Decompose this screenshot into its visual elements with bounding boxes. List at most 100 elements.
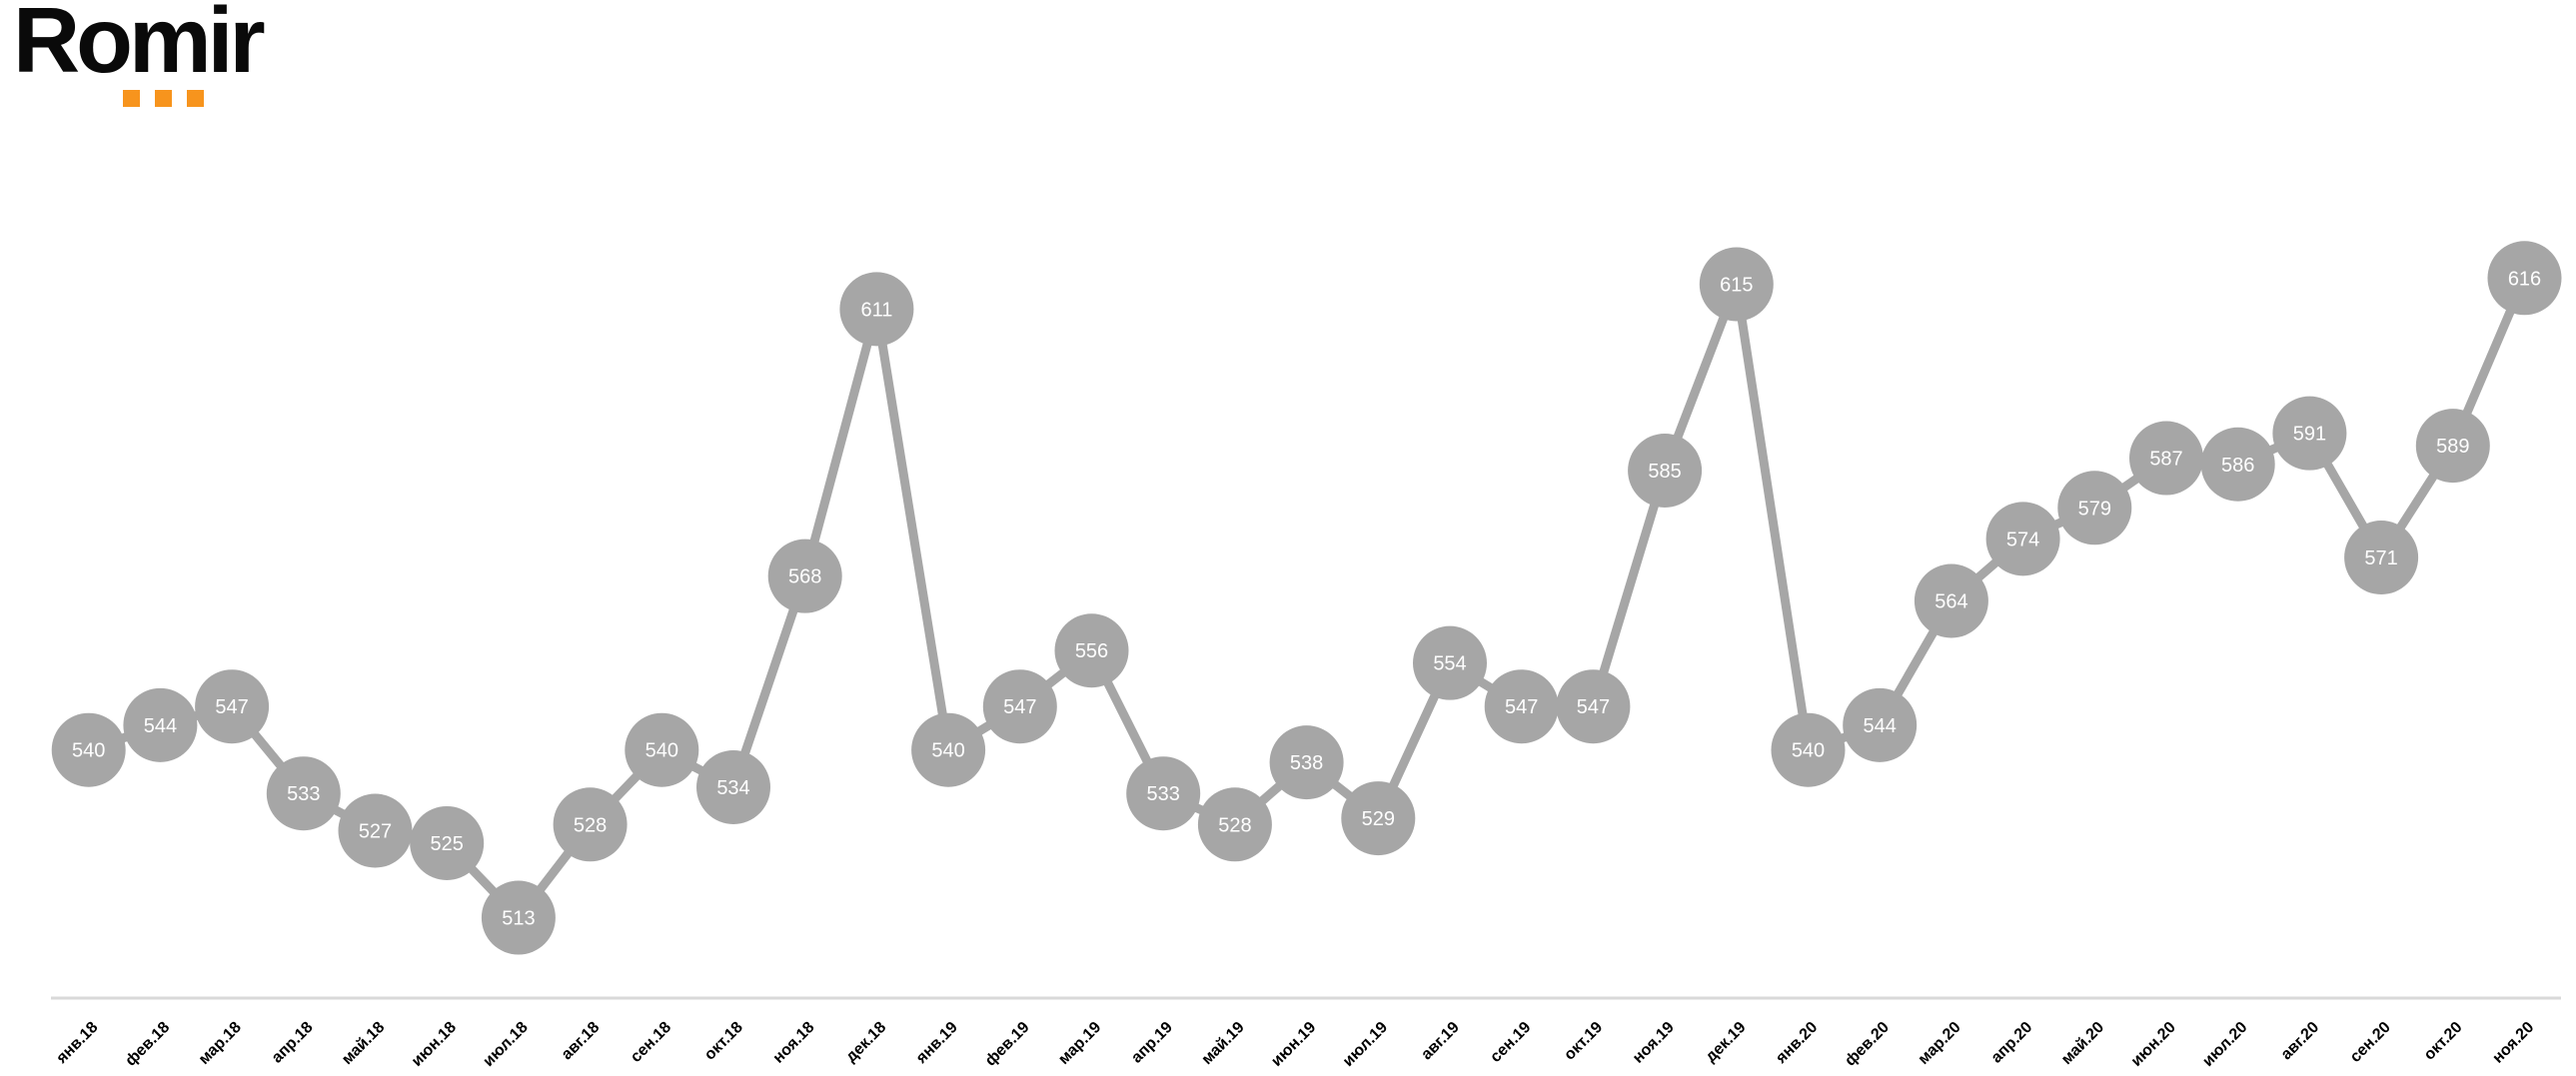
data-point-marker: [982, 669, 1057, 744]
data-point-value-label: 540: [72, 740, 105, 762]
x-axis-label: окт.20: [2421, 1019, 2466, 1064]
data-point-marker: [767, 538, 842, 613]
data-point-marker: [696, 749, 770, 824]
data-point-marker: [553, 787, 628, 862]
data-point-value-label: 571: [2364, 547, 2397, 569]
data-point-value-label: 547: [1577, 696, 1610, 718]
romir-logo-text: Romir: [13, 0, 266, 92]
x-axis-label: авг.19: [1418, 1019, 1463, 1064]
data-point-value-label: 533: [287, 783, 320, 805]
data-point-marker: [1341, 781, 1416, 856]
data-point-marker: [1269, 725, 1344, 800]
x-axis-label: янв.19: [912, 1019, 961, 1068]
x-axis-label: мар.20: [1916, 1019, 1964, 1068]
logo-dot-icon: [155, 90, 172, 107]
x-axis-label: мар.18: [196, 1019, 245, 1068]
data-point-marker: [625, 712, 699, 787]
data-point-value-label: 544: [1864, 715, 1897, 737]
x-axis-label: июн.19: [1268, 1019, 1319, 1070]
data-point-value-label: 616: [2508, 268, 2541, 290]
data-point-value-label: 534: [716, 777, 749, 799]
data-point-value-label: 589: [2436, 436, 2469, 458]
data-point-value-label: 547: [215, 696, 248, 718]
data-point-marker: [1771, 712, 1846, 787]
data-point-marker: [1197, 787, 1272, 862]
x-axis-label: май.18: [339, 1019, 388, 1068]
data-point-marker: [2344, 521, 2419, 595]
data-point-value-label: 528: [574, 814, 607, 836]
x-axis-label: дек.19: [1703, 1019, 1750, 1066]
data-point-marker: [911, 712, 986, 787]
data-point-marker: [410, 805, 485, 880]
x-axis-label: фев.20: [1842, 1019, 1893, 1070]
x-axis-label: ноя.20: [2489, 1019, 2537, 1067]
x-axis-label: дек.18: [842, 1019, 889, 1066]
data-point-value-label: 547: [1505, 696, 1538, 718]
data-point-value-label: 568: [788, 566, 821, 588]
x-axis-label: сен.19: [1487, 1019, 1534, 1066]
data-point-marker: [1484, 669, 1559, 744]
data-point-value-label: 564: [1934, 591, 1967, 613]
data-point-value-label: 556: [1075, 640, 1108, 662]
data-point-value-label: 547: [1003, 696, 1036, 718]
x-axis-label: мар.19: [1055, 1019, 1104, 1068]
data-point-value-label: 544: [144, 715, 177, 737]
data-point-marker: [2129, 421, 2203, 496]
data-point-value-label: 615: [1720, 275, 1753, 297]
data-point-marker: [1556, 669, 1631, 744]
data-point-value-label: 574: [2006, 529, 2039, 550]
x-axis-label: окт.18: [701, 1019, 746, 1064]
x-axis-label: янв.18: [53, 1019, 102, 1068]
x-axis-label: янв.20: [1772, 1019, 1821, 1068]
data-point-value-label: 533: [1147, 783, 1180, 805]
x-axis-label: апр.18: [269, 1019, 317, 1067]
x-axis-label: апр.20: [1988, 1019, 2036, 1067]
x-axis-label: май.19: [1199, 1019, 1248, 1068]
data-point-value-label: 529: [1362, 808, 1395, 830]
data-point-marker: [1054, 613, 1129, 688]
data-point-marker: [1413, 625, 1487, 700]
x-axis-label: ноя.18: [770, 1019, 818, 1067]
data-point-value-label: 585: [1648, 461, 1681, 483]
x-axis-label: сен.18: [628, 1019, 674, 1066]
logo-dot-icon: [187, 90, 204, 107]
data-point-marker: [123, 687, 198, 762]
data-point-marker: [2487, 241, 2562, 316]
x-axis-label: май.20: [2058, 1019, 2107, 1068]
logo-dot-icon: [123, 90, 140, 107]
data-point-value-label: 540: [931, 740, 964, 762]
data-point-value-label: 587: [2149, 449, 2182, 471]
data-point-marker: [1628, 433, 1703, 508]
x-axis-label: ноя.19: [1630, 1019, 1678, 1067]
data-point-marker: [1843, 687, 1918, 762]
data-point-value-label: 586: [2221, 455, 2254, 477]
data-point-marker: [51, 712, 126, 787]
data-point-marker: [1126, 756, 1201, 831]
romir-logo: Romir: [13, 0, 266, 107]
data-point-marker: [2415, 409, 2490, 484]
data-point-marker: [481, 880, 556, 955]
x-axis-label: окт.19: [1561, 1019, 1606, 1064]
data-point-marker: [2057, 471, 2132, 545]
x-axis-label: апр.19: [1128, 1019, 1176, 1067]
data-point-value-label: 525: [431, 833, 464, 855]
data-point-value-label: 554: [1433, 653, 1466, 675]
data-point-marker: [2200, 427, 2275, 502]
x-axis-label: авг.20: [2278, 1019, 2323, 1064]
x-axis-label: фев.19: [982, 1019, 1033, 1070]
data-point-marker: [1914, 563, 1988, 638]
data-point-marker: [2272, 396, 2347, 471]
data-point-marker: [338, 793, 413, 868]
x-axis-label: июн.18: [409, 1019, 460, 1070]
x-axis-label: фев.18: [122, 1019, 173, 1070]
data-point-marker: [1985, 502, 2060, 576]
data-point-value-label: 528: [1218, 814, 1251, 836]
data-point-value-label: 611: [860, 299, 892, 321]
data-point-value-label: 513: [502, 908, 535, 930]
x-axis-label: июл.19: [1340, 1019, 1391, 1070]
data-point-value-label: 540: [1792, 740, 1825, 762]
data-point-value-label: 579: [2078, 498, 2111, 520]
x-axis-label: июл.18: [480, 1019, 531, 1070]
